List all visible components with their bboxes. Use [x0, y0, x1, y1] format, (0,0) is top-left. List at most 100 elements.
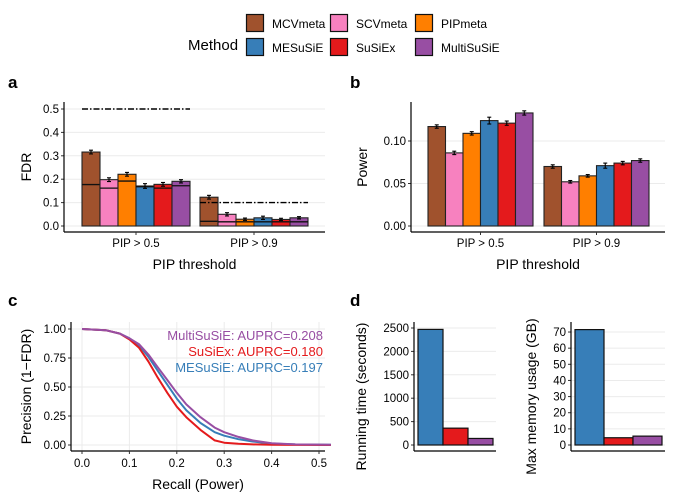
y-tick-label: 0.1 — [43, 198, 59, 210]
bar — [99, 179, 119, 227]
y-tick-label: 0.05 — [384, 179, 406, 191]
y-tick-label: 0.75 — [44, 353, 66, 365]
bar — [171, 180, 191, 227]
y-tick-label: 0.00 — [384, 221, 406, 233]
bar — [497, 122, 517, 227]
y-tick-label: 0.50 — [44, 382, 66, 394]
x-tick-label: PIP > 0.9 — [573, 238, 620, 250]
x-tick-label: 0.4 — [264, 458, 281, 470]
bar — [543, 165, 563, 227]
panel-d-memory-chart: 0 10 20 30 40 50 60 70 Max memory usage (GB) — [523, 318, 665, 475]
legend: Method MCVmeta SCVmeta PIPmeta MESuSiE SuSiE… — [188, 13, 500, 57]
legend-item: SCVmeta — [329, 13, 408, 33]
auprc-annotation: SuSiEx: AUPRC=0.180 — [188, 344, 323, 359]
y-axis-label: FDR — [18, 153, 34, 182]
bar — [117, 173, 137, 227]
legend-swatch — [329, 13, 349, 33]
panel-d-running-time-chart: 0 500 1000 1500 2000 2500 Running time (second… — [353, 322, 496, 470]
y-tick-label: 70 — [553, 327, 566, 339]
x-axis-label: Recall (Power) — [152, 476, 244, 492]
panel-c-precision-recall-chart: 0.00 0.25 0.50 0.75 1.00 MultiSuSiE: AUPRC=0.… — [18, 322, 331, 492]
legend-swatch — [414, 13, 434, 33]
y-tick-label: 0.2 — [43, 174, 59, 186]
legend-item: PIPmeta — [414, 13, 487, 33]
bar-mesusie — [574, 328, 605, 446]
x-axis-label: PIP threshold — [496, 256, 580, 272]
bar-mesusie — [417, 328, 444, 446]
y-tick-label: 500 — [390, 417, 409, 429]
y-tick-label: 60 — [553, 343, 566, 355]
legend-label: PIPmeta — [441, 17, 487, 31]
y-axis-label: Power — [354, 147, 370, 187]
bar — [613, 162, 633, 227]
x-axis-label: PIP threshold — [153, 256, 237, 272]
bar — [560, 181, 580, 227]
bar — [81, 151, 101, 227]
y-tick-label: 30 — [553, 392, 566, 404]
x-tick-label: PIP > 0.5 — [457, 238, 504, 250]
y-tick-label: 10 — [553, 424, 566, 436]
bar — [153, 183, 173, 227]
pr-curve-multisusie — [81, 328, 331, 446]
panel-b-power-chart: 0.00 0.05 0.10 PIP > 0.5 PIP > 0.9 PIP thresh… — [354, 102, 665, 272]
panel-label-c: c — [8, 291, 17, 310]
x-tick-label: 0.0 — [74, 458, 90, 470]
bar — [514, 112, 534, 227]
legend-swatch — [245, 37, 265, 57]
y-tick-label: 20 — [553, 408, 566, 420]
x-tick-label: 0.2 — [169, 458, 185, 470]
bar — [427, 126, 447, 227]
x-tick-label: PIP > 0.5 — [112, 238, 159, 250]
y-tick-label: 0 — [403, 440, 409, 452]
y-tick-label: 0.3 — [43, 151, 59, 163]
y-axis-label: Max memory usage (GB) — [523, 318, 539, 474]
y-tick-label: 1.00 — [44, 324, 66, 336]
legend-title: Method — [188, 37, 238, 54]
legend-item: MCVmeta — [245, 13, 326, 33]
panel-label-a: a — [8, 73, 18, 92]
x-tick-label: 0.1 — [121, 458, 137, 470]
legend-label: MESuSiE — [272, 41, 323, 55]
legend-label: SuSiEx — [356, 41, 395, 55]
bar — [462, 132, 482, 227]
panel-a-fdr-chart: 0.0 0.1 0.2 0.3 0.4 0.5 PIP > 0.5 PIP > 0.9 PIP … — [18, 102, 325, 272]
y-tick-label: 1500 — [383, 370, 409, 382]
legend-item: MESuSiE — [245, 37, 323, 57]
bar-multisusie — [467, 437, 494, 446]
bar-susiex — [442, 427, 469, 446]
panel-label-b: b — [350, 73, 360, 92]
x-tick-label: PIP > 0.9 — [230, 238, 277, 250]
legend-label: MCVmeta — [272, 17, 326, 31]
bar — [630, 160, 650, 227]
auprc-annotation: MultiSuSiE: AUPRC=0.208 — [167, 328, 323, 343]
y-tick-label: 0.25 — [44, 411, 66, 423]
legend-item: SuSiEx — [329, 37, 395, 57]
legend-label: MultiSuSiE — [441, 41, 500, 55]
bar-multisusie — [632, 435, 663, 446]
legend-swatch — [414, 37, 434, 57]
bar — [595, 165, 615, 227]
y-tick-label: 1000 — [383, 393, 409, 405]
y-tick-label: 40 — [553, 375, 566, 387]
bar-susiex — [603, 437, 634, 446]
auprc-annotation: MESuSiE: AUPRC=0.197 — [175, 360, 323, 375]
x-tick-label: 0.5 — [311, 458, 327, 470]
bar — [578, 175, 598, 227]
y-axis-label: Precision (1−FDR) — [18, 329, 34, 445]
y-tick-label: 0.00 — [44, 440, 66, 452]
legend-swatch — [329, 37, 349, 57]
y-tick-label: 2000 — [383, 346, 409, 358]
legend-item: MultiSuSiE — [414, 37, 500, 57]
y-tick-label: 50 — [553, 359, 566, 371]
legend-label: SCVmeta — [356, 17, 408, 31]
y-axis-label: Running time (seconds) — [353, 323, 369, 471]
legend-swatch — [245, 13, 265, 33]
y-tick-label: 0.0 — [43, 221, 59, 233]
y-tick-label: 0.5 — [43, 104, 59, 116]
y-tick-label: 0.10 — [384, 136, 406, 148]
y-tick-label: 2500 — [383, 323, 409, 335]
y-tick-label: 0 — [560, 440, 566, 452]
bar — [444, 152, 464, 227]
bar — [479, 120, 499, 227]
